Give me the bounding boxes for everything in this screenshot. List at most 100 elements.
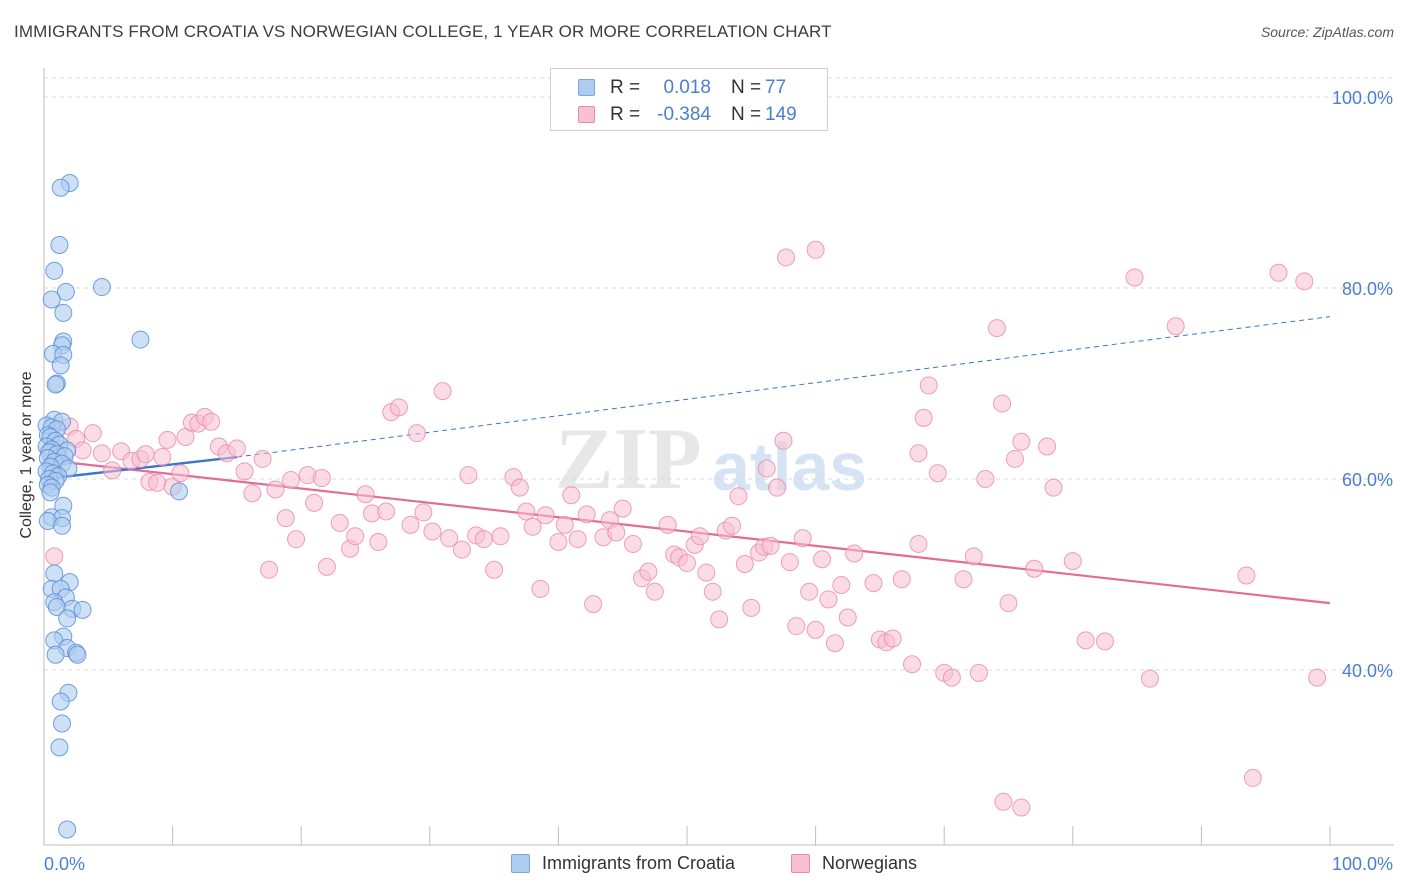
- norwegians-point: [153, 448, 172, 467]
- norwegians-point: [83, 424, 102, 443]
- norwegians-point: [729, 487, 748, 506]
- norwegians-point: [235, 462, 254, 481]
- norwegians-point: [243, 484, 262, 503]
- croatia-point: [53, 714, 72, 733]
- norwegians-point: [171, 464, 190, 483]
- norwegians-point: [845, 544, 864, 563]
- croatia-point: [45, 261, 64, 280]
- r-value: 0.018: [663, 77, 711, 98]
- norwegians-point: [735, 554, 754, 573]
- norwegians-point: [568, 530, 587, 549]
- norwegians-point: [942, 668, 961, 687]
- norwegians-point: [485, 560, 504, 579]
- chart-title: IMMIGRANTS FROM CROATIA VS NORWEGIAN COL…: [14, 22, 832, 41]
- norwegians-point: [1005, 449, 1024, 468]
- norwegians-point: [928, 464, 947, 483]
- croatia-point: [51, 356, 70, 375]
- norwegians-trend-line: [43, 458, 1331, 605]
- y-tick-label: 60.0%: [1342, 470, 1393, 490]
- n-label: N =: [731, 104, 762, 125]
- norwegians-point: [260, 560, 279, 579]
- croatia-point: [58, 609, 77, 628]
- norwegians-point: [969, 663, 988, 682]
- norwegians-point: [639, 562, 658, 581]
- croatia-point: [46, 375, 65, 394]
- norwegians-swatch: [791, 854, 810, 873]
- norwegians-point: [976, 470, 995, 488]
- norwegians-point: [536, 506, 555, 525]
- norwegians-point: [452, 540, 471, 559]
- norwegians-point: [305, 493, 324, 512]
- norwegians-point: [158, 430, 177, 449]
- norwegians-point: [864, 574, 883, 593]
- norwegians-point: [1038, 437, 1057, 456]
- grid-lines: [44, 77, 1394, 671]
- norwegians-point: [645, 582, 664, 601]
- norwegians-point: [1063, 552, 1082, 571]
- norwegians-point: [312, 469, 331, 488]
- norwegians-point: [806, 620, 825, 639]
- norwegians-point: [92, 444, 111, 463]
- croatia-point: [53, 516, 72, 535]
- norwegians-point: [825, 634, 844, 653]
- norwegians-point: [45, 547, 64, 566]
- norwegians-point: [954, 570, 973, 589]
- norwegians-point: [584, 595, 603, 614]
- legend-label-norwegians: Norwegians: [822, 853, 918, 873]
- norwegians-point: [703, 582, 722, 601]
- norwegians-point: [562, 486, 581, 505]
- norwegians-point: [761, 536, 780, 555]
- norwegians-point: [531, 579, 550, 598]
- norwegians-point: [1095, 632, 1114, 651]
- croatia-point: [51, 178, 70, 197]
- norwegians-point: [202, 412, 221, 431]
- norwegians-point: [414, 503, 433, 522]
- norwegians-point: [1269, 263, 1288, 282]
- norwegians-point: [832, 576, 851, 595]
- norwegians-point: [787, 617, 806, 636]
- norwegians-point: [909, 444, 928, 463]
- croatia-point: [50, 738, 69, 757]
- norwegians-points: [45, 240, 1327, 817]
- norwegians-point: [994, 792, 1013, 811]
- norwegians-point: [838, 608, 857, 627]
- norwegians-point: [757, 459, 776, 478]
- norwegians-point: [658, 515, 677, 534]
- n-value: 149: [765, 104, 797, 125]
- norwegians-point: [607, 523, 626, 542]
- legend-label-croatia: Immigrants from Croatia: [542, 853, 736, 873]
- norwegians-point: [1025, 559, 1044, 578]
- norwegians-point: [281, 470, 300, 489]
- norwegians-point: [1012, 432, 1031, 451]
- norwegians-point: [276, 509, 295, 528]
- norwegians-point: [964, 547, 983, 566]
- norwegians-point: [1076, 631, 1095, 650]
- norwegians-point: [999, 594, 1018, 613]
- norwegians-point: [919, 376, 938, 395]
- y-tick-label: 80.0%: [1342, 279, 1393, 299]
- croatia-point: [51, 692, 70, 711]
- croatia-point: [92, 278, 111, 297]
- r-value: -0.384: [657, 104, 711, 125]
- norwegians-point: [678, 554, 696, 573]
- croatia-points: [37, 173, 189, 839]
- norwegians-point: [909, 534, 928, 553]
- norwegians-point: [883, 629, 902, 648]
- norwegians-point: [697, 563, 716, 582]
- croatia-point: [56, 282, 75, 301]
- norwegians-point: [549, 533, 568, 552]
- norwegians-point: [459, 466, 478, 485]
- croatia-point: [46, 645, 65, 664]
- norwegians-point: [523, 517, 542, 536]
- croatia-point: [41, 483, 60, 502]
- norwegians-point: [710, 610, 729, 629]
- norwegians-point: [819, 590, 838, 609]
- norwegians-point: [1012, 798, 1031, 817]
- norwegians-point: [356, 485, 375, 504]
- norwegians-point: [330, 513, 349, 532]
- croatia-point: [170, 482, 189, 501]
- y-tick-label: 40.0%: [1342, 661, 1393, 681]
- norwegians-point: [768, 478, 787, 497]
- norwegians-point: [1308, 668, 1327, 687]
- norwegians-point: [73, 441, 92, 460]
